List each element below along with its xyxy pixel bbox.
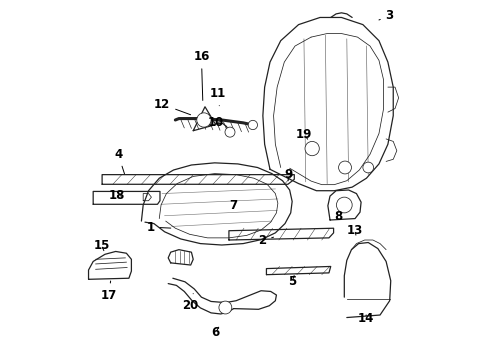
Text: 19: 19 bbox=[296, 128, 312, 141]
Text: 16: 16 bbox=[193, 50, 210, 100]
Text: 10: 10 bbox=[208, 116, 224, 129]
Text: 8: 8 bbox=[335, 210, 343, 223]
Text: 7: 7 bbox=[229, 199, 238, 212]
Text: 1: 1 bbox=[147, 221, 171, 234]
Circle shape bbox=[248, 120, 258, 130]
Text: 2: 2 bbox=[258, 234, 273, 247]
Text: 11: 11 bbox=[210, 87, 226, 106]
Circle shape bbox=[339, 161, 351, 174]
Text: 3: 3 bbox=[379, 9, 394, 22]
Circle shape bbox=[219, 301, 232, 314]
Text: 14: 14 bbox=[358, 312, 374, 325]
Text: 5: 5 bbox=[288, 275, 296, 288]
Text: 15: 15 bbox=[93, 239, 110, 252]
Circle shape bbox=[197, 113, 211, 127]
Text: 20: 20 bbox=[183, 294, 199, 312]
Text: 9: 9 bbox=[285, 168, 293, 181]
Text: 12: 12 bbox=[154, 98, 191, 115]
Text: 17: 17 bbox=[100, 281, 117, 302]
Text: 18: 18 bbox=[109, 189, 125, 202]
Circle shape bbox=[225, 127, 235, 137]
Text: 6: 6 bbox=[212, 327, 220, 339]
Text: 4: 4 bbox=[114, 148, 124, 174]
Circle shape bbox=[305, 141, 319, 156]
Text: 13: 13 bbox=[347, 224, 363, 237]
Circle shape bbox=[363, 162, 373, 173]
Circle shape bbox=[337, 197, 352, 213]
